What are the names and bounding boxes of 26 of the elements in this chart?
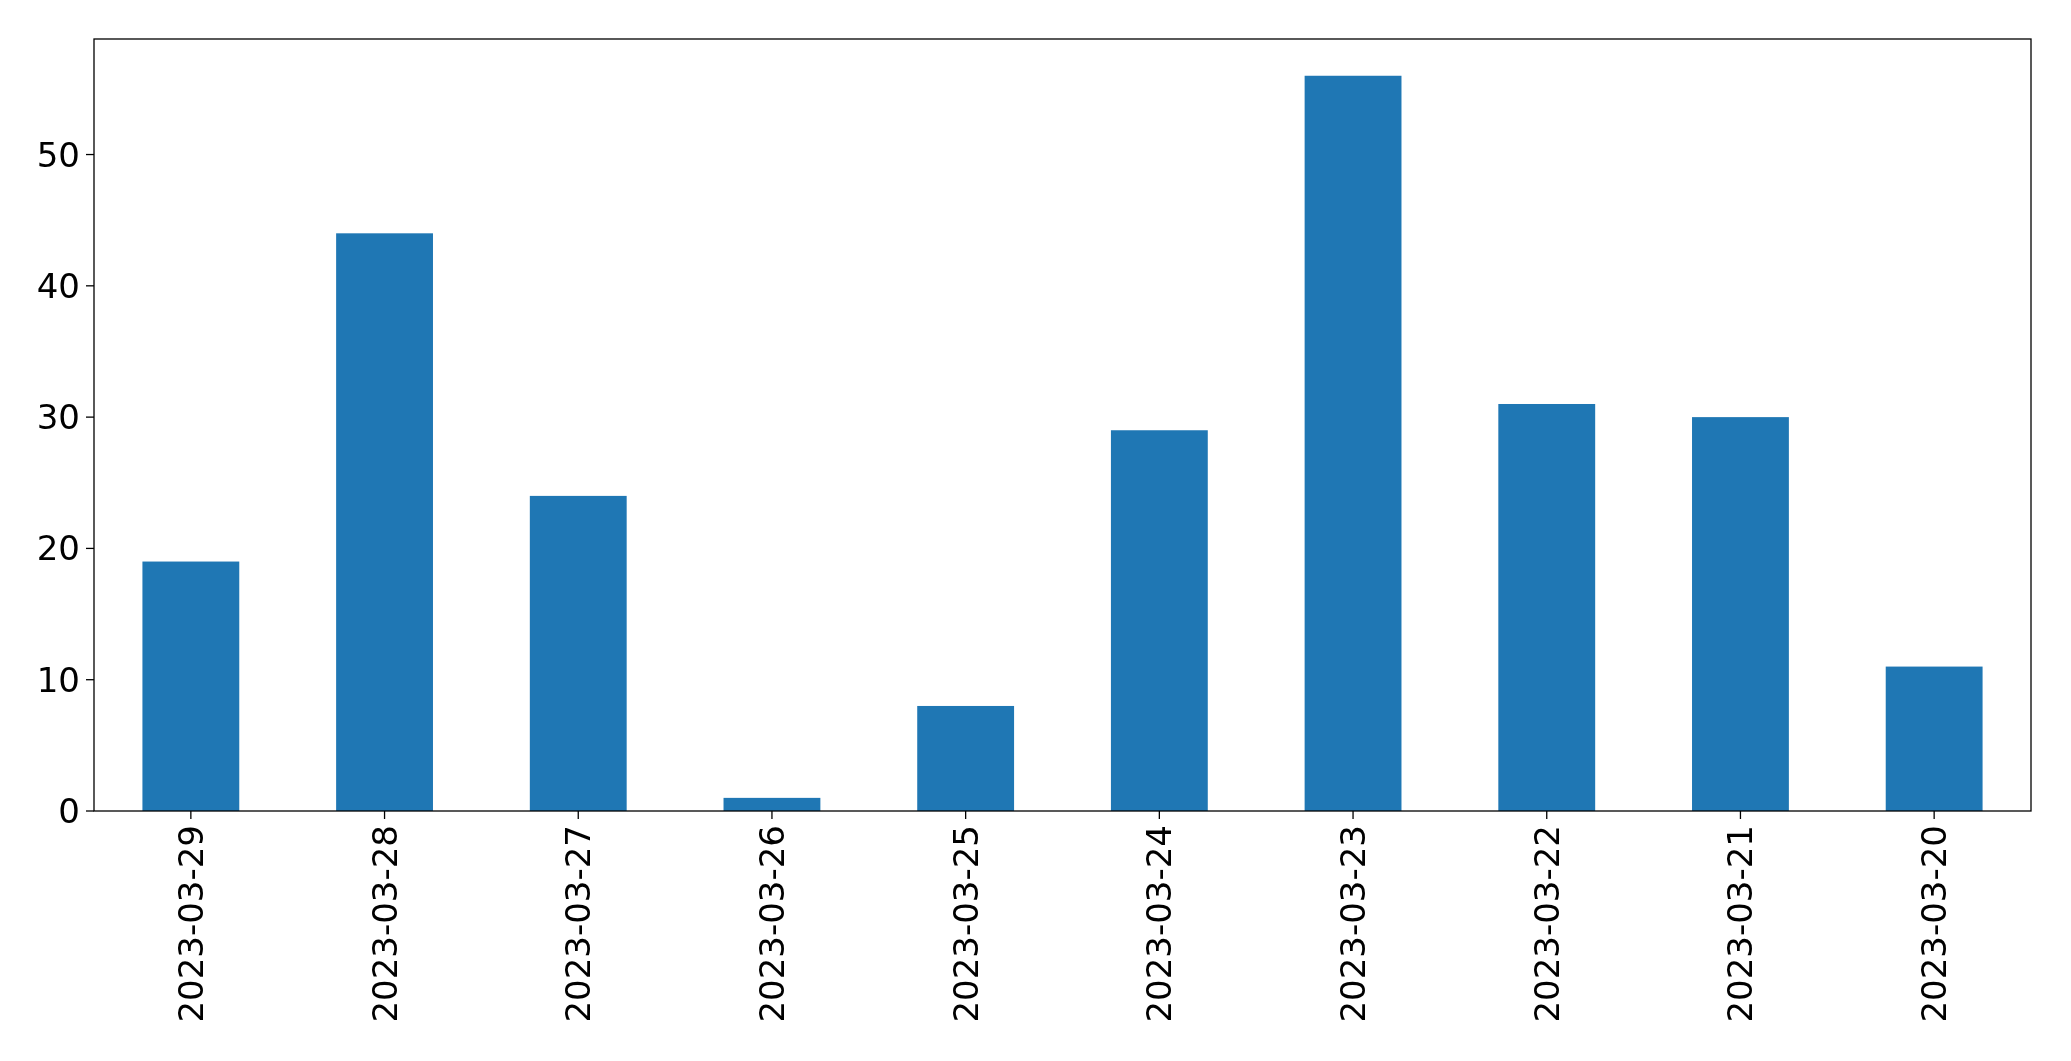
y-tick-label: 0: [58, 791, 80, 831]
x-tick-label: 2023-03-29: [170, 825, 211, 1023]
bar: [723, 797, 821, 811]
y-tick-label: 20: [36, 528, 80, 569]
bar: [1304, 75, 1402, 811]
bar: [1692, 417, 1789, 811]
x-tick-label: 2023-03-25: [945, 825, 986, 1023]
bar: [529, 495, 627, 811]
bar: [1498, 403, 1596, 811]
x-tick-label: 2023-03-23: [1333, 825, 1374, 1023]
y-tick-label: 30: [36, 397, 80, 438]
x-tick-label: 2023-03-21: [1720, 825, 1761, 1023]
y-tick-label: 10: [36, 659, 80, 700]
bar: [917, 705, 1015, 811]
bar: [142, 561, 240, 811]
x-tick-label: 2023-03-28: [364, 825, 405, 1023]
y-tick-label: 40: [36, 265, 80, 306]
x-tick-label: 2023-03-27: [558, 825, 599, 1023]
y-tick-label: 50: [36, 134, 80, 175]
bar: [336, 233, 433, 811]
x-tick-label: 2023-03-22: [1526, 825, 1567, 1023]
bar: [1885, 666, 1983, 811]
x-tick-label: 2023-03-26: [751, 825, 792, 1023]
x-tick-label: 2023-03-24: [1139, 825, 1180, 1023]
bar: [1110, 430, 1208, 811]
x-tick-label: 2023-03-20: [1914, 825, 1955, 1023]
